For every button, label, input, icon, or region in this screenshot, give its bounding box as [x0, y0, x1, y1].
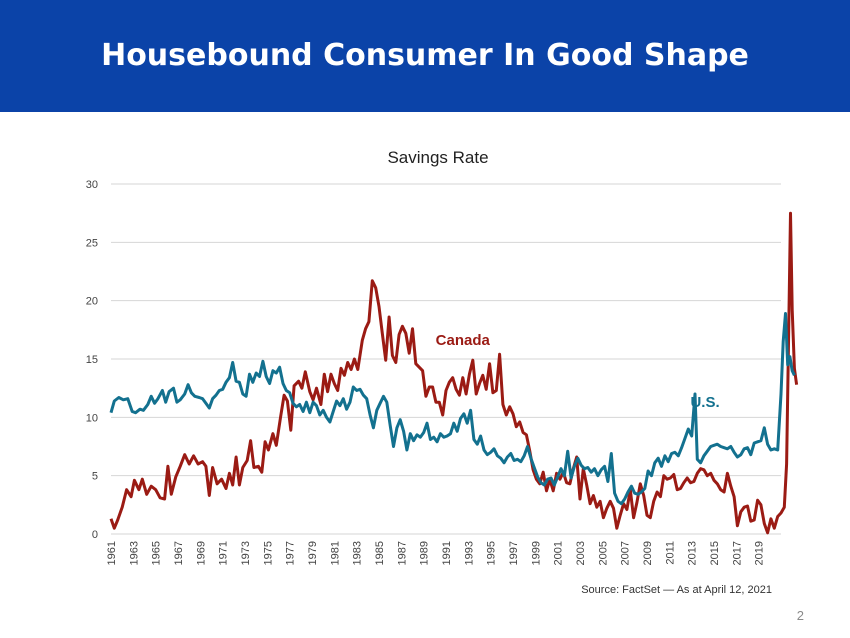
x-tick-label: 2011 [664, 541, 676, 565]
chart-gridlines [111, 183, 781, 535]
y-tick-label: 5 [92, 471, 98, 483]
x-tick-label: 1985 [374, 541, 386, 565]
series-line-us [109, 312, 796, 506]
x-tick-label: 2017 [731, 541, 743, 565]
x-tick-label: 1963 [128, 541, 140, 565]
y-tick-label: 0 [92, 529, 98, 541]
x-tick-label: 1975 [262, 541, 274, 565]
x-tick-label: 1983 [352, 541, 364, 565]
y-tick-label: 20 [86, 296, 98, 308]
series-line-canada [109, 211, 799, 535]
x-tick-label: 1965 [151, 541, 163, 565]
y-tick-label: 30 [86, 179, 98, 191]
chart-series [109, 211, 799, 535]
y-axis-ticks: 0 5 10 15 20 25 30 [86, 179, 98, 541]
x-tick-label: 1979 [307, 541, 319, 565]
y-tick-label: 10 [86, 412, 98, 424]
x-tick-label: 1977 [285, 541, 297, 565]
chart-title: Savings Rate [387, 148, 488, 167]
y-tick-label: 25 [86, 237, 98, 249]
series-label: U.S. [690, 394, 719, 411]
x-tick-label: 1973 [240, 541, 252, 565]
series-label: Canada [436, 332, 491, 349]
slide-header: Housebound Consumer In Good Shape [0, 0, 850, 112]
x-tick-label: 2007 [620, 541, 632, 565]
x-tick-label: 2015 [709, 541, 721, 565]
x-tick-label: 2019 [754, 541, 766, 565]
series-labels: Canada U.S. [436, 332, 720, 411]
x-tick-label: 2001 [553, 541, 565, 565]
x-axis-ticks: 1961 1963 1965 1967 1969 1971 1973 1975 1977 1979… [106, 541, 766, 565]
x-tick-label: 1981 [329, 541, 341, 565]
x-tick-label: 1967 [173, 541, 185, 565]
x-tick-label: 1969 [195, 541, 207, 565]
x-tick-label: 1971 [218, 541, 230, 565]
page-number: 2 [796, 608, 804, 623]
x-tick-label: 2009 [642, 541, 654, 565]
x-tick-label: 1989 [419, 541, 431, 565]
x-tick-label: 2013 [687, 541, 699, 565]
source-note: Source: FactSet — As at April 12, 2021 [581, 584, 772, 596]
y-tick-label: 15 [86, 354, 98, 366]
x-tick-label: 1995 [486, 541, 498, 565]
slide-title: Housebound Consumer In Good Shape [101, 38, 749, 73]
x-tick-label: 1999 [530, 541, 542, 565]
x-tick-label: 1987 [396, 541, 408, 565]
x-tick-label: 2005 [597, 541, 609, 565]
x-tick-label: 1997 [508, 541, 520, 565]
x-tick-label: 1991 [441, 541, 453, 565]
x-tick-label: 1993 [463, 541, 475, 565]
x-tick-label: 1961 [106, 541, 118, 565]
x-tick-label: 2003 [575, 541, 587, 565]
